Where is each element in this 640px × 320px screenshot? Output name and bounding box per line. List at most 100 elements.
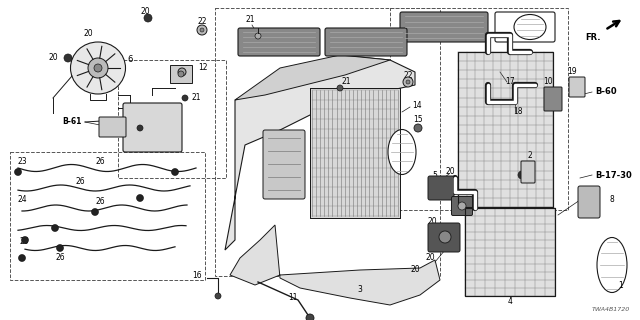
Circle shape — [182, 95, 188, 101]
Text: 20: 20 — [83, 29, 93, 38]
Text: 12: 12 — [198, 63, 207, 73]
Text: 20: 20 — [425, 253, 435, 262]
Text: B-60: B-60 — [595, 87, 616, 97]
Circle shape — [51, 225, 58, 231]
Text: 2: 2 — [527, 150, 532, 159]
Circle shape — [56, 244, 63, 252]
Text: 27: 27 — [392, 157, 402, 166]
FancyBboxPatch shape — [569, 77, 585, 97]
Bar — [390, 8, 568, 210]
Circle shape — [19, 254, 26, 261]
FancyBboxPatch shape — [99, 117, 126, 137]
FancyBboxPatch shape — [263, 130, 305, 199]
Bar — [310, 88, 400, 218]
Text: 20: 20 — [49, 53, 58, 62]
Text: 11: 11 — [289, 293, 298, 302]
Circle shape — [172, 169, 179, 175]
Text: 21: 21 — [127, 129, 137, 138]
Circle shape — [306, 314, 314, 320]
Ellipse shape — [597, 237, 627, 292]
Circle shape — [414, 124, 422, 132]
FancyBboxPatch shape — [428, 176, 454, 200]
Text: 20: 20 — [410, 266, 420, 275]
Text: 9: 9 — [460, 194, 465, 203]
Bar — [465, 208, 555, 296]
Text: 1: 1 — [408, 148, 413, 156]
Ellipse shape — [70, 42, 125, 94]
Text: B-17-30: B-17-30 — [595, 171, 632, 180]
Circle shape — [458, 202, 466, 210]
Circle shape — [94, 64, 102, 72]
Polygon shape — [225, 55, 415, 250]
Text: 16: 16 — [193, 270, 202, 279]
Circle shape — [255, 33, 261, 39]
Text: 26: 26 — [95, 157, 104, 166]
Text: 21: 21 — [245, 15, 255, 25]
Circle shape — [406, 80, 410, 84]
Text: 26: 26 — [95, 197, 104, 206]
FancyBboxPatch shape — [521, 161, 535, 183]
FancyBboxPatch shape — [428, 223, 460, 252]
Circle shape — [136, 195, 143, 202]
Circle shape — [178, 68, 186, 76]
Bar — [170, 65, 192, 83]
Text: 20: 20 — [140, 7, 150, 17]
FancyBboxPatch shape — [544, 87, 562, 111]
Circle shape — [518, 171, 526, 179]
Circle shape — [92, 209, 99, 215]
Text: 26: 26 — [75, 178, 84, 187]
Bar — [10, 152, 205, 280]
Text: 22: 22 — [403, 70, 413, 79]
FancyBboxPatch shape — [451, 196, 472, 215]
Text: 25: 25 — [20, 237, 29, 246]
Text: 20: 20 — [465, 194, 475, 203]
Text: 13: 13 — [113, 127, 122, 137]
Text: 8: 8 — [610, 196, 615, 204]
Circle shape — [178, 71, 184, 77]
Text: B-61: B-61 — [62, 117, 82, 126]
Text: 18: 18 — [513, 108, 522, 116]
Ellipse shape — [388, 130, 416, 174]
Text: 22: 22 — [197, 18, 207, 27]
Text: 17: 17 — [505, 77, 515, 86]
Circle shape — [403, 77, 413, 87]
Text: 4: 4 — [508, 298, 513, 307]
Bar — [310, 88, 400, 218]
Text: 24: 24 — [18, 196, 28, 204]
Circle shape — [215, 293, 221, 299]
Text: TWA4B1720: TWA4B1720 — [592, 307, 630, 312]
Circle shape — [337, 85, 343, 91]
Text: 21: 21 — [192, 93, 202, 102]
Circle shape — [64, 54, 72, 62]
Circle shape — [88, 58, 108, 78]
Text: 21: 21 — [525, 171, 534, 180]
Text: FR.: FR. — [586, 33, 601, 42]
Text: 5: 5 — [433, 171, 437, 180]
Text: 19: 19 — [567, 68, 577, 76]
Text: 10: 10 — [543, 77, 553, 86]
Text: 7: 7 — [448, 223, 453, 233]
Bar — [215, 8, 440, 276]
FancyBboxPatch shape — [400, 12, 488, 42]
Bar — [118, 60, 226, 178]
Circle shape — [15, 169, 22, 175]
Circle shape — [144, 14, 152, 22]
FancyBboxPatch shape — [238, 28, 320, 56]
Text: 21: 21 — [342, 77, 351, 86]
Text: 20: 20 — [427, 218, 437, 227]
Circle shape — [439, 231, 451, 243]
Text: 20: 20 — [446, 167, 456, 177]
Text: 23: 23 — [18, 157, 28, 166]
Text: 1: 1 — [527, 18, 532, 27]
Polygon shape — [230, 225, 440, 305]
Bar — [458, 52, 553, 207]
FancyBboxPatch shape — [495, 12, 555, 42]
FancyBboxPatch shape — [123, 103, 182, 152]
FancyBboxPatch shape — [325, 28, 407, 56]
Text: 26: 26 — [55, 253, 65, 262]
Polygon shape — [235, 55, 390, 100]
Circle shape — [137, 125, 143, 131]
Circle shape — [200, 28, 204, 32]
Circle shape — [22, 236, 29, 244]
Circle shape — [197, 25, 207, 35]
